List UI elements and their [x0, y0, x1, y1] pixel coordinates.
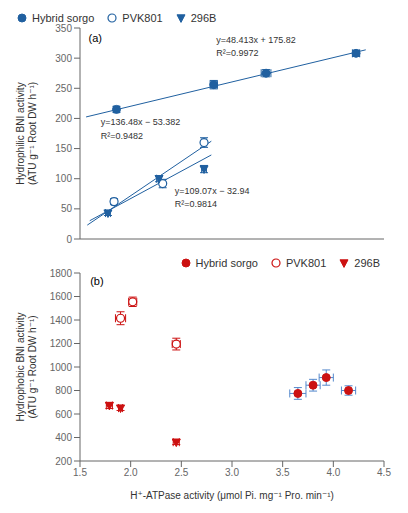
svg-text:1600: 1600	[50, 291, 73, 302]
svg-text:y=109.07x − 32.94: y=109.07x − 32.94	[175, 186, 250, 196]
svg-text:2.5: 2.5	[174, 467, 188, 478]
svg-text:3.5: 3.5	[276, 467, 290, 478]
svg-text:1400: 1400	[50, 315, 73, 326]
html-text:296B: 296B	[190, 12, 217, 24]
svg-text:(b): (b)	[90, 275, 103, 287]
svg-text:200: 200	[55, 456, 72, 467]
svg-text:250: 250	[55, 83, 72, 94]
svg-text:400: 400	[55, 432, 72, 443]
svg-text:0: 0	[66, 234, 72, 245]
svg-text:350: 350	[55, 23, 72, 34]
svg-text:800: 800	[55, 385, 72, 396]
svg-text:1000: 1000	[50, 362, 73, 373]
svg-text:2.0: 2.0	[124, 467, 138, 478]
svg-text:R²=0.9972: R²=0.9972	[216, 48, 258, 58]
svg-text:1.5: 1.5	[73, 467, 87, 478]
svg-text:Hydrophobic BNI activity(ATU g: Hydrophobic BNI activity(ATU g⁻¹ Root DW…	[15, 313, 38, 422]
svg-text:1800: 1800	[50, 268, 73, 279]
svg-text:R²=0.9814: R²=0.9814	[175, 199, 217, 209]
svg-text:300: 300	[55, 53, 72, 64]
html-text:Hybrid sorgo: Hybrid sorgo	[195, 257, 258, 269]
svg-text:4.0: 4.0	[326, 467, 340, 478]
svg-text:H⁺-ATPase activity (μmol Pi. m: H⁺-ATPase activity (μmol Pi. mg⁻¹ Pro. m…	[130, 490, 334, 501]
svg-text:50: 50	[61, 203, 73, 214]
html-text:PVK801: PVK801	[122, 12, 163, 24]
svg-text:200: 200	[55, 113, 72, 124]
svg-text:Hydrophilic BNI activity(ATU g: Hydrophilic BNI activity(ATU g⁻¹ Root DW…	[15, 82, 38, 185]
svg-text:y=48.413x + 175.82: y=48.413x + 175.82	[216, 35, 296, 45]
html-text:296B: 296B	[354, 257, 380, 269]
svg-text:4.5: 4.5	[377, 467, 391, 478]
html-text:Hybrid sorgo: Hybrid sorgo	[32, 12, 95, 24]
svg-text:1200: 1200	[50, 338, 73, 349]
svg-text:150: 150	[55, 143, 72, 154]
html-text:PVK801: PVK801	[285, 257, 327, 269]
svg-text:R²=0.9482: R²=0.9482	[101, 131, 143, 141]
svg-text:(a): (a)	[89, 32, 102, 44]
svg-text:3.0: 3.0	[225, 467, 239, 478]
svg-text:100: 100	[55, 173, 72, 184]
svg-text:600: 600	[55, 409, 72, 420]
svg-text:y=136.48x − 53.382: y=136.48x − 53.382	[101, 117, 181, 127]
